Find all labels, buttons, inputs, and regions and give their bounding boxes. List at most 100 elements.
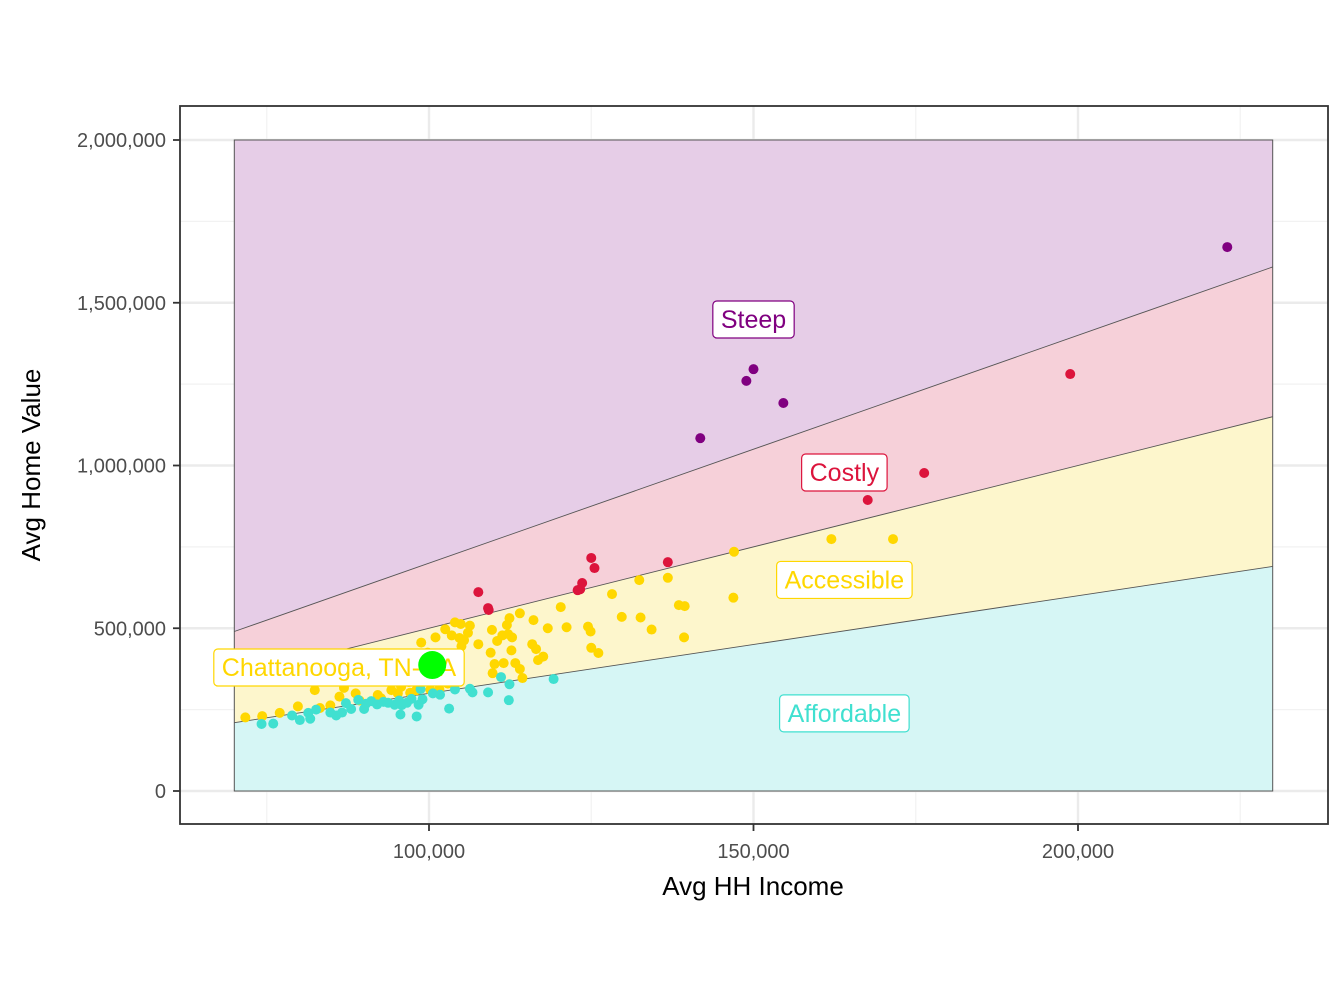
- point-affordable: [449, 684, 460, 695]
- point-accessible: [430, 632, 441, 643]
- point-accessible: [728, 592, 739, 603]
- point-accessible: [616, 611, 627, 622]
- bands-outline: [233, 139, 1274, 792]
- band-costly: [234, 266, 1273, 678]
- point-accessible: [325, 700, 336, 711]
- label-affordable-box: [779, 694, 910, 733]
- point-accessible: [473, 639, 484, 650]
- point-accessible: [462, 627, 473, 638]
- point-accessible: [593, 647, 604, 658]
- point-affordable: [325, 707, 336, 718]
- point-affordable: [256, 718, 267, 729]
- point-accessible: [274, 707, 285, 718]
- point-accessible: [646, 624, 657, 635]
- region-labels: Steep Costly Accessible Affordable Chattanoo…: [213, 300, 913, 733]
- point-accessible: [673, 600, 684, 611]
- highlight-label: Chattanooga, TN-GA: [213, 648, 465, 687]
- label-costly: Costly: [801, 453, 888, 492]
- point-affordable: [303, 707, 314, 718]
- point-accessible: [662, 572, 673, 583]
- point-accessible: [485, 647, 496, 658]
- point-accessible: [487, 668, 498, 679]
- x-axis: 100,000 150,000 200,000: [393, 824, 1114, 863]
- point-accessible: [257, 711, 268, 722]
- y-tick-label: 1,000,000: [77, 456, 166, 478]
- point-affordable: [395, 709, 406, 720]
- point-affordable: [359, 703, 370, 714]
- point-affordable: [444, 703, 455, 714]
- point-affordable: [413, 699, 424, 710]
- point-affordable: [340, 698, 351, 709]
- point-accessible: [440, 624, 451, 635]
- highlight-label-text: Chattanooga, TN-GA: [222, 654, 457, 682]
- y-tick-label: 500,000: [94, 618, 166, 640]
- point-accessible: [679, 632, 690, 643]
- label-affordable: Affordable: [779, 694, 910, 733]
- point-accessible: [888, 534, 899, 545]
- point-accessible: [555, 602, 566, 613]
- y-tick-label: 1,500,000: [77, 293, 166, 315]
- point-accessible: [492, 635, 503, 646]
- band-boundary-line: [234, 416, 1273, 678]
- x-axis-title: Avg HH Income: [662, 871, 844, 901]
- point-accessible: [501, 619, 512, 630]
- point-affordable: [311, 704, 322, 715]
- point-accessible: [489, 659, 500, 670]
- point-costly: [483, 603, 494, 614]
- point-accessible: [240, 712, 251, 723]
- point-affordable: [427, 688, 438, 699]
- point-accessible: [292, 701, 303, 712]
- point-affordable: [294, 715, 305, 726]
- label-accessible-box: [776, 560, 913, 600]
- point-costly: [589, 563, 600, 574]
- affordability-bands: [233, 139, 1274, 792]
- point-costly: [862, 495, 873, 506]
- label-accessible: Accessible: [776, 560, 913, 600]
- band-accessible: [234, 416, 1273, 723]
- point-affordable: [268, 718, 279, 729]
- point-accessible: [514, 608, 525, 619]
- point-accessible: [334, 691, 345, 702]
- point-steep: [741, 375, 752, 386]
- y-axis: 0 500,000 1,000,000 1,500,000 2,000,000: [77, 130, 180, 803]
- y-axis-title: Avg Home Value: [16, 369, 46, 562]
- point-affordable: [503, 695, 514, 706]
- point-accessible: [533, 655, 544, 666]
- point-accessible: [514, 663, 525, 674]
- point-affordable: [287, 710, 298, 721]
- label-accessible-text: Accessible: [785, 566, 905, 594]
- y-tick-label: 0: [155, 781, 166, 803]
- band-affordable: [234, 566, 1273, 791]
- point-accessible: [607, 589, 618, 600]
- y-tick-label: 2,000,000: [77, 130, 166, 152]
- point-affordable: [464, 683, 475, 694]
- point-costly: [919, 467, 930, 478]
- highlight-label-box: [213, 648, 465, 687]
- x-tick-label: 100,000: [393, 841, 465, 863]
- point-affordable: [411, 711, 422, 722]
- point-affordable: [483, 687, 494, 698]
- point-accessible: [561, 622, 572, 633]
- point-accessible: [455, 619, 466, 630]
- label-steep-text: Steep: [721, 306, 786, 334]
- x-tick-label: 150,000: [717, 841, 789, 863]
- point-accessible: [416, 637, 427, 648]
- point-accessible: [542, 623, 553, 634]
- point-costly: [586, 552, 597, 563]
- point-accessible: [826, 534, 837, 545]
- point-accessible: [498, 658, 509, 669]
- label-costly-text: Costly: [810, 459, 880, 487]
- point-costly: [473, 587, 484, 598]
- label-costly-box: [801, 453, 888, 492]
- point-accessible: [531, 644, 542, 655]
- point-affordable: [504, 679, 515, 690]
- band-steep: [234, 140, 1273, 632]
- point-accessible: [486, 624, 497, 635]
- label-steep: Steep: [712, 300, 795, 339]
- point-accessible: [506, 645, 517, 656]
- point-accessible: [528, 615, 539, 626]
- label-affordable-text: Affordable: [788, 700, 902, 728]
- point-affordable: [415, 684, 426, 695]
- point-accessible: [635, 612, 646, 623]
